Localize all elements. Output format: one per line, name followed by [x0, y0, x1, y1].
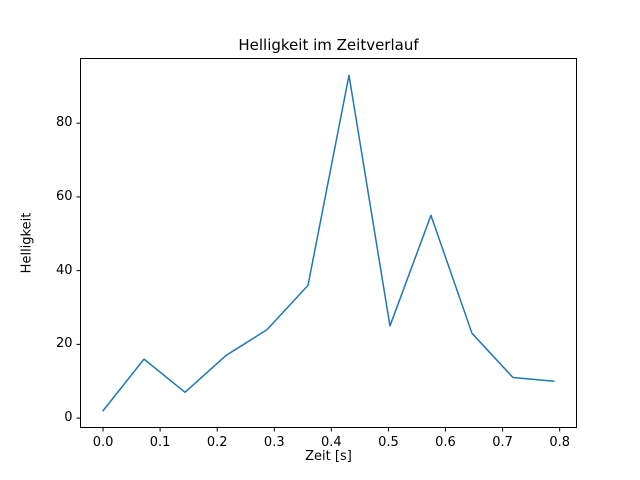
x-tick-label: 0.1 [149, 434, 171, 450]
chart-title: Helligkeit im Zeitverlauf [238, 36, 419, 54]
x-tick-label: 0.5 [378, 434, 399, 450]
y-tick-label: 0 [64, 410, 73, 426]
x-axis-label: Zeit [s] [305, 449, 352, 464]
y-tick-label: 20 [55, 336, 73, 352]
x-tick-label: 0.4 [321, 434, 342, 450]
x-tick-label: 0.7 [492, 434, 513, 450]
x-tick-label: 0.0 [92, 434, 114, 450]
y-tick-label: 40 [55, 262, 73, 278]
x-tick-label: 0.3 [263, 434, 285, 450]
x-tick-label: 0.6 [435, 434, 456, 450]
x-tick-label: 0.2 [206, 434, 228, 450]
y-tick-label: 80 [55, 115, 73, 131]
axes-frame [80, 58, 577, 428]
data-line [102, 74, 555, 412]
y-tick-label: 60 [55, 188, 73, 204]
x-tick-label: 0.8 [549, 434, 570, 450]
